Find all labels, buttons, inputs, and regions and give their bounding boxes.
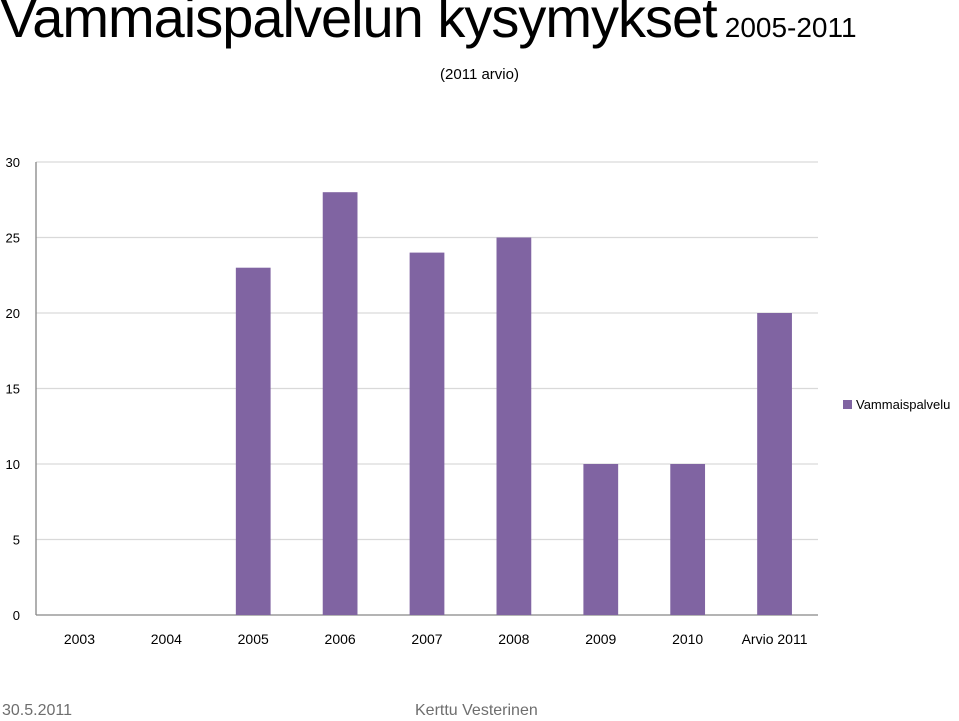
legend-swatch xyxy=(843,400,852,409)
bar-2010 xyxy=(670,464,706,615)
x-tick-label: 2006 xyxy=(325,631,356,647)
bar-2009 xyxy=(583,464,619,615)
x-tick-label: Arvio 2011 xyxy=(742,631,808,647)
x-tick-label: 2009 xyxy=(585,631,616,647)
title-years: 2005-2011 xyxy=(724,12,857,43)
y-tick-label: 25 xyxy=(6,231,20,246)
x-axis-ticks: 2003 2004 2005 2006 2007 2008 2009 2010 Arvio 20… xyxy=(64,631,808,647)
bars xyxy=(235,192,792,615)
x-tick-label: 2005 xyxy=(238,631,269,647)
y-tick-label: 30 xyxy=(6,155,20,170)
bar-2006 xyxy=(322,192,358,615)
x-tick-label: 2003 xyxy=(64,631,95,647)
y-tick-label: 0 xyxy=(13,608,20,623)
y-tick-label: 20 xyxy=(6,306,20,321)
title-main: Vammaispalvelun kysymykset xyxy=(0,0,718,49)
y-tick-label: 5 xyxy=(13,533,20,548)
bar-2007 xyxy=(409,252,445,615)
x-tick-label: 2010 xyxy=(672,631,703,647)
bar-2005 xyxy=(235,267,271,615)
legend: Vammaispalvelu xyxy=(843,397,950,412)
x-tick-label: 2004 xyxy=(151,631,182,647)
x-tick-label: 2008 xyxy=(498,631,529,647)
chart-subtitle: (2011 arvio) xyxy=(440,66,519,83)
y-axis-ticks: 0 5 10 15 20 25 30 xyxy=(6,155,20,623)
legend-label: Vammaispalvelu xyxy=(856,397,950,412)
bar-arvio-2011 xyxy=(757,313,792,615)
footer-author: Kerttu Vesterinen xyxy=(415,702,538,719)
slide-title: Vammaispalvelun kysymykset 2005-2011 xyxy=(0,0,959,46)
x-tick-label: 2007 xyxy=(411,631,442,647)
bar-2008 xyxy=(496,237,532,615)
y-tick-label: 10 xyxy=(6,457,20,472)
footer-date: 30.5.2011 xyxy=(2,702,72,719)
y-tick-label: 15 xyxy=(6,382,20,397)
